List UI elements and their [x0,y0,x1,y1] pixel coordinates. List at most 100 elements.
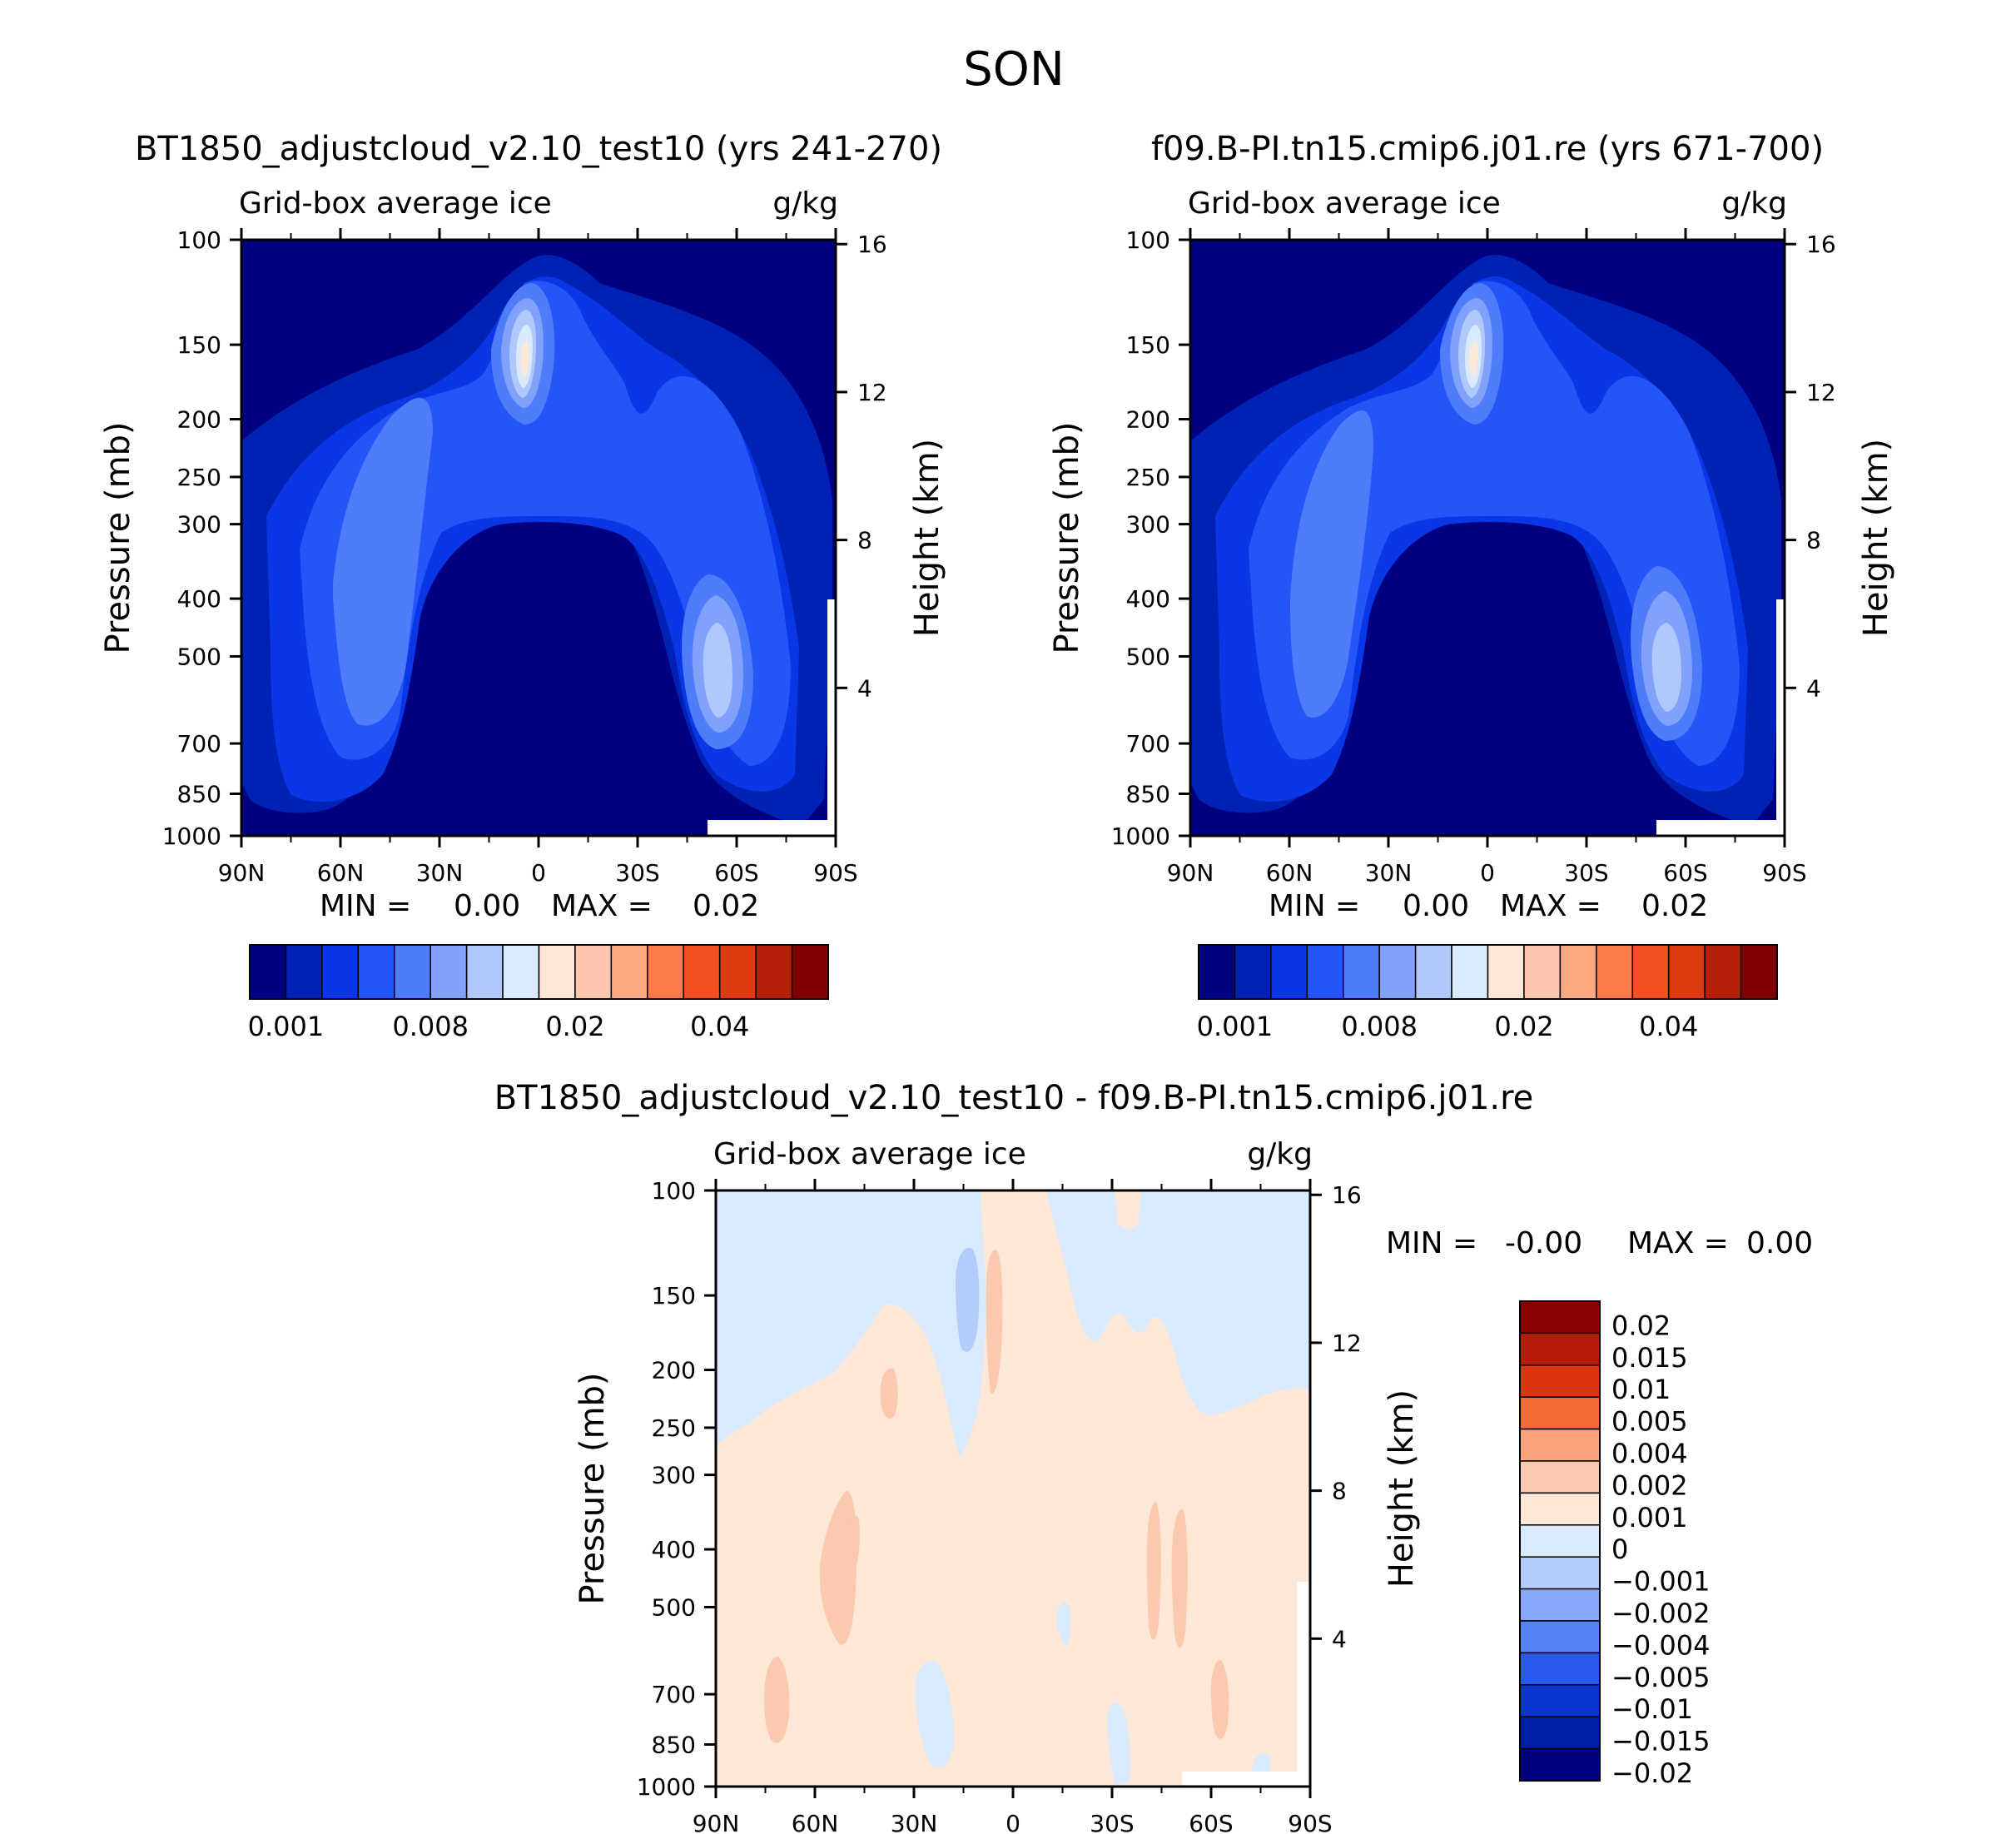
contour-level-0.005 [333,397,433,726]
colorbar-tick-label: −0.015 [1611,1726,1710,1757]
colorbar-swatch [1519,1332,1601,1366]
y-tick-label: 1000 [162,823,221,850]
contour-level-negative-upper-south [1047,1190,1310,1415]
x-tick-label: 30N [1365,859,1413,887]
colorbar-swatch [321,944,360,1000]
y-tick-label: 700 [652,1681,696,1708]
y-tick-label: 400 [1126,585,1170,613]
colorbar-tick-label: 0.02 [1611,1310,1671,1341]
contour-level-negative-patch [915,1661,954,1768]
y-tick-label: 200 [652,1357,696,1384]
y2-tick-label: 16 [857,231,887,258]
colorbar-tick-label: 0.001 [1197,1011,1274,1042]
y-tick-label: 300 [652,1462,696,1489]
colorbar-swatch [1451,944,1489,1000]
x-tick-label: 90S [1288,1810,1332,1834]
x-tick-label: 30S [1564,859,1608,887]
y-tick-label: 200 [177,406,221,434]
colorbar-tick-label: 0.02 [545,1011,604,1042]
y2-axis-label: Height (km) [908,439,946,637]
y-axis-label: Pressure (mb) [574,1372,612,1604]
colorbar-swatch [538,944,576,1000]
x-tick-label: 90N [1167,859,1214,887]
min-value: -0.00 [1505,1226,1582,1260]
colorbar-swatch [1740,944,1778,1000]
colorbar-swatch [1519,1492,1601,1526]
x-tick-label: 60S [1189,1810,1233,1834]
x-tick-label: 0 [1480,859,1495,887]
y-tick-label: 400 [177,585,221,613]
colorbar-swatch [1519,1396,1601,1430]
colorbar-swatch [394,944,431,1000]
y-tick-label: 100 [1126,226,1170,254]
colorbar-swatch [1704,944,1742,1000]
colorbar: 0.020.0150.010.0050.0040.0020.0010−0.001… [1519,1300,1710,1789]
y-tick-label: 850 [177,780,221,808]
colorbar-tick-label: 0 [1611,1533,1628,1565]
contour-level-negative-patch [1057,1602,1071,1647]
panel-control-axes: 90N 60N 30N 0 30S 60S 90S 100 150 200 250 300 400 500… [1111,226,1836,887]
panel-difference-field [716,1190,1310,1787]
contour-level-positive-patch [986,1250,1003,1394]
y-axis-label: Pressure (mb) [99,421,137,654]
colorbar-swatch [1414,944,1452,1000]
colorbar-swatch [683,944,721,1000]
colorbar-tick-label: 0.02 [1494,1011,1553,1042]
y2-axis-label: Height (km) [1383,1389,1421,1588]
colorbar-tick-label: 0.001 [1611,1502,1688,1533]
min-label: MIN = [320,889,411,923]
y-tick-label: 500 [177,643,221,670]
contour-level-negative-upper [716,1190,987,1457]
y2-tick-label: 8 [857,527,872,554]
colorbar-swatch [502,944,540,1000]
x-tick-label: 90S [1762,859,1806,887]
contour-level-negative-patch [1107,1702,1131,1787]
y-tick-label: 250 [1126,464,1170,491]
contour-level-positive-patch [764,1657,790,1743]
colorbar-swatch [791,944,829,1000]
missing-data-region [1297,1582,1310,1787]
colorbar-swatch [1519,1684,1601,1717]
contour-level-positive-patch [1115,1190,1140,1229]
colorbar-swatch [1378,944,1417,1000]
panel-control: f09.B-PI.tn15.cmip6.j01.re (yrs 671-700)… [1048,130,1895,1042]
y2-tick-label: 4 [1806,674,1821,702]
colorbar: 0.001 0.008 0.02 0.04 [1197,944,1778,1042]
panel-test: BT1850_adjustcloud_v2.10_test10 (yrs 241… [99,130,946,1042]
colorbar-tick-label: 0.005 [1611,1406,1688,1438]
x-tick-label: 0 [1006,1810,1020,1834]
y2-tick-label: 12 [1806,379,1836,406]
y2-tick-label: 12 [1332,1330,1362,1357]
x-tick-label: 60N [317,859,365,887]
colorbar-tick-label: −0.005 [1611,1662,1710,1693]
colorbar-swatch [1519,1460,1601,1494]
y2-tick-label: 16 [1332,1181,1362,1209]
colorbar-swatch [1631,944,1670,1000]
y-tick-label: 300 [1126,511,1170,539]
colorbar-swatch [1519,1620,1601,1654]
panel-control-title: f09.B-PI.tn15.cmip6.j01.re (yrs 671-700) [1151,130,1824,168]
y2-tick-label: 4 [857,674,872,702]
contour-level-positive-patch [1147,1502,1161,1640]
colorbar-tick-label: −0.004 [1611,1629,1710,1661]
colorbar-frame [1198,944,1778,1000]
colorbar-tick-label: 0.04 [690,1011,749,1042]
y-tick-label: 250 [652,1414,696,1442]
y2-tick-label: 4 [1332,1625,1347,1653]
colorbar-swatch [1519,1556,1601,1590]
colorbar-swatch [357,944,395,1000]
x-tick-label: 90S [813,859,857,887]
x-tick-label: 90N [693,1810,740,1834]
min-value: 0.00 [454,889,520,923]
y-tick-label: 850 [652,1731,696,1758]
y-tick-label: 700 [177,730,221,758]
colorbar-swatch [1519,1588,1601,1622]
colorbar-swatch [249,944,287,1000]
colorbar-swatch [574,944,613,1000]
y-tick-label: 150 [1126,331,1170,359]
panel-difference: BT1850_adjustcloud_v2.10_test10 - f09.B-… [494,1079,1813,1834]
contour-level-0.012-south [1651,623,1681,712]
colorbar-swatch [1198,944,1236,1000]
colorbar-frame [1519,1300,1601,1782]
panel-control-units: g/kg [1721,186,1787,221]
